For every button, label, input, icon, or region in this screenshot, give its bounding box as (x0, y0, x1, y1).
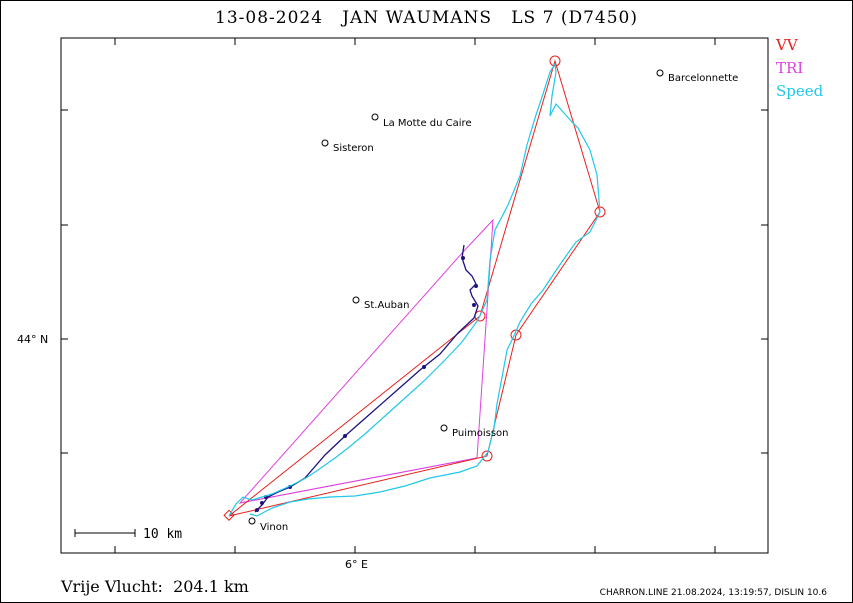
plot-area (60, 37, 769, 554)
town-label: Barcelonnette (668, 73, 738, 84)
scale-bar-label: 10 km (143, 527, 182, 542)
legend: VV TRI Speed (776, 34, 823, 103)
town-label: St.Auban (364, 300, 409, 311)
legend-speed: Speed (776, 82, 824, 100)
town-label: La Motte du Caire (383, 118, 472, 129)
flight-title: 13-08-2024 JAN WAUMANS LS 7 (D7450) (215, 8, 638, 28)
triangle-route (238, 218, 494, 504)
town-label: Sisteron (333, 143, 374, 154)
legend-tri: TRI (776, 59, 804, 77)
track-speed (228, 62, 601, 517)
lat-label: 44° N (17, 333, 48, 346)
y-ticks (61, 109, 768, 454)
x-ticks (114, 38, 716, 553)
town-markers (248, 69, 664, 525)
lon-label: 6° E (345, 558, 368, 571)
town-label: Vinon (260, 522, 288, 533)
legend-vv: VV (776, 36, 798, 54)
triangle-leg (239, 457, 478, 504)
footer-label: CHARRON.LINE 21.08.2024, 13:19:57, DISLI… (599, 588, 827, 598)
scale-bar (74, 529, 136, 537)
town-label: Puimoisson (452, 428, 508, 439)
track-low-points (255, 256, 478, 512)
distance-label: Vrije Vlucht: 204.1 km (61, 577, 249, 596)
track-low (254, 244, 479, 513)
